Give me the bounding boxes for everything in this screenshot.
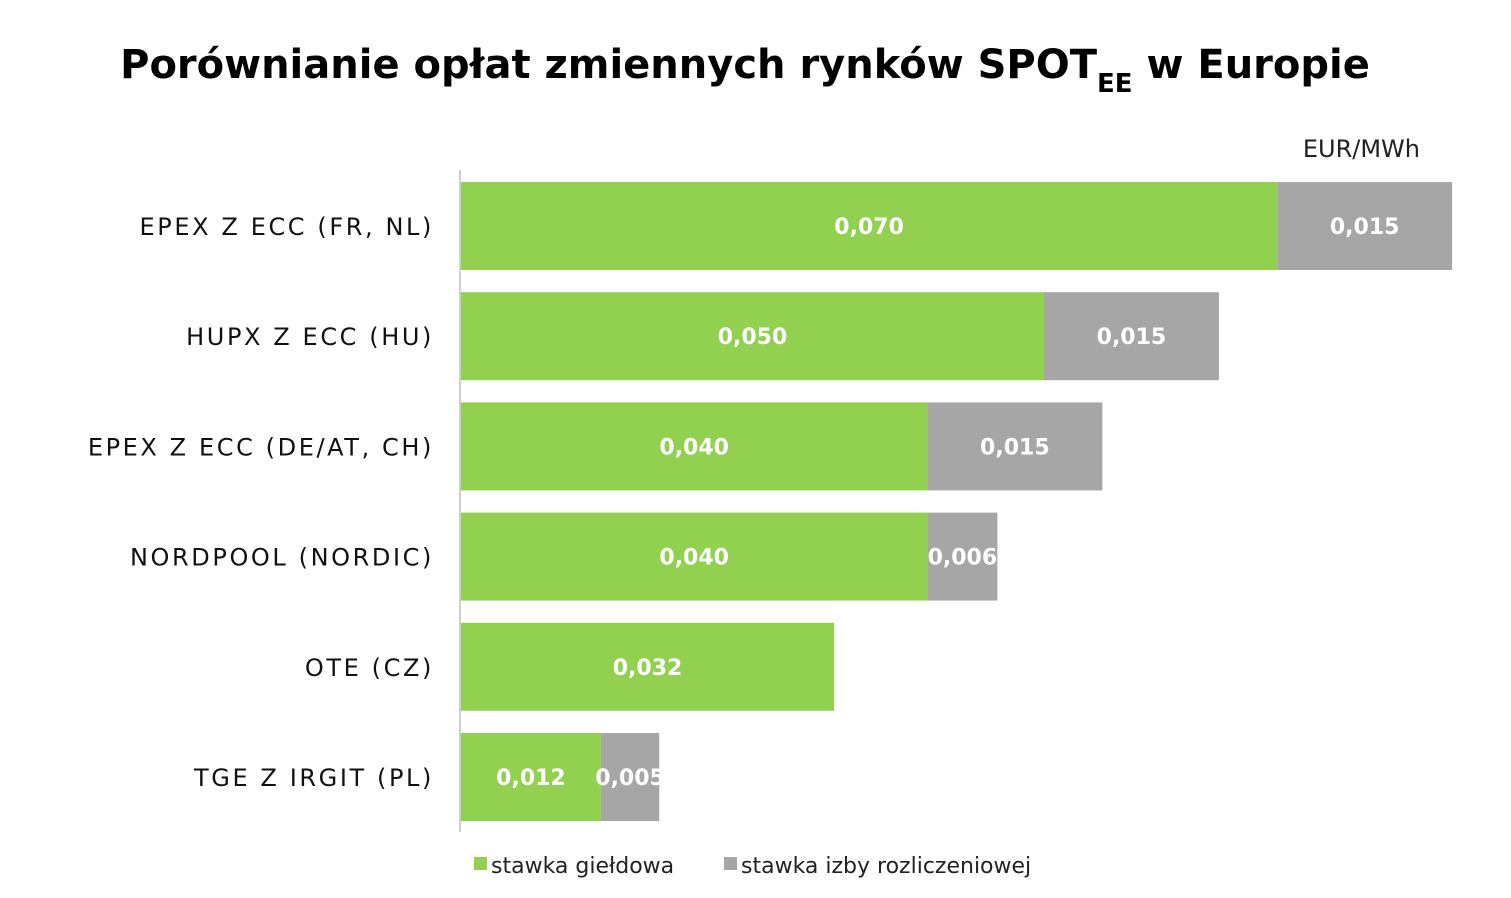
data-label: 0,050 [718, 325, 788, 350]
data-label: 0,015 [1097, 325, 1167, 350]
category-labels-group: EPEX Z ECC (FR, NL) HUPX Z ECC (HU) EPEX Z… [88, 213, 434, 792]
data-label: 0,015 [980, 435, 1050, 460]
bar-segment-exchange-fee [461, 622, 835, 711]
bar-segment-exchange-fee [461, 292, 1044, 381]
bar-segment-clearing-fee [927, 402, 1103, 491]
chart-title: Porównianie opłat zmiennych rynków SPOTE… [120, 42, 1370, 99]
category-label: EPEX Z ECC (FR, NL) [140, 213, 434, 241]
bar-segment-clearing-fee [1277, 182, 1453, 270]
category-label: TGE Z IRGIT (PL) [193, 764, 434, 792]
chart-title-main: Porównianie opłat zmiennych rynków SPOT [120, 42, 1098, 88]
data-label: 0,006 [928, 546, 998, 571]
bar-segment-clearing-fee [1044, 292, 1219, 381]
data-label: 0,040 [659, 546, 729, 571]
chart-title-subscript: EE [1097, 69, 1133, 99]
data-label: 0,040 [659, 435, 729, 460]
bars-group: 0,070 0,015 0,050 0,015 0,040 0,015 0,040 0,006… [461, 182, 1453, 821]
data-label: 0,015 [1330, 215, 1400, 240]
category-label: EPEX Z ECC (DE/AT, CH) [88, 433, 434, 461]
category-label: NORDPOOL (NORDIC) [130, 544, 434, 572]
legend-label: stawka izby rozliczeniowej [741, 854, 1031, 879]
bar-segment-clearing-fee [600, 733, 660, 821]
category-label: HUPX Z ECC (HU) [186, 323, 434, 351]
data-label: 0,005 [595, 766, 665, 791]
data-label: 0,032 [613, 656, 683, 681]
unit-label: EUR/MWh [1303, 135, 1420, 163]
legend: stawka giełdowa stawka izby rozliczeniowe… [474, 854, 1031, 879]
data-label: 0,012 [496, 766, 566, 791]
bar-segment-clearing-fee [927, 512, 998, 601]
bar-segment-exchange-fee [461, 733, 601, 821]
bar-segment-exchange-fee [461, 512, 928, 601]
category-label: OTE (CZ) [305, 654, 434, 682]
chart-title-suffix: w Europie [1133, 42, 1370, 88]
legend-label: stawka giełdowa [491, 854, 674, 879]
legend-swatch-clearing-fee [724, 857, 737, 870]
legend-swatch-exchange-fee [474, 857, 487, 870]
bar-segment-exchange-fee [461, 182, 1278, 270]
data-label: 0,070 [834, 215, 904, 240]
bar-segment-exchange-fee [461, 402, 928, 491]
